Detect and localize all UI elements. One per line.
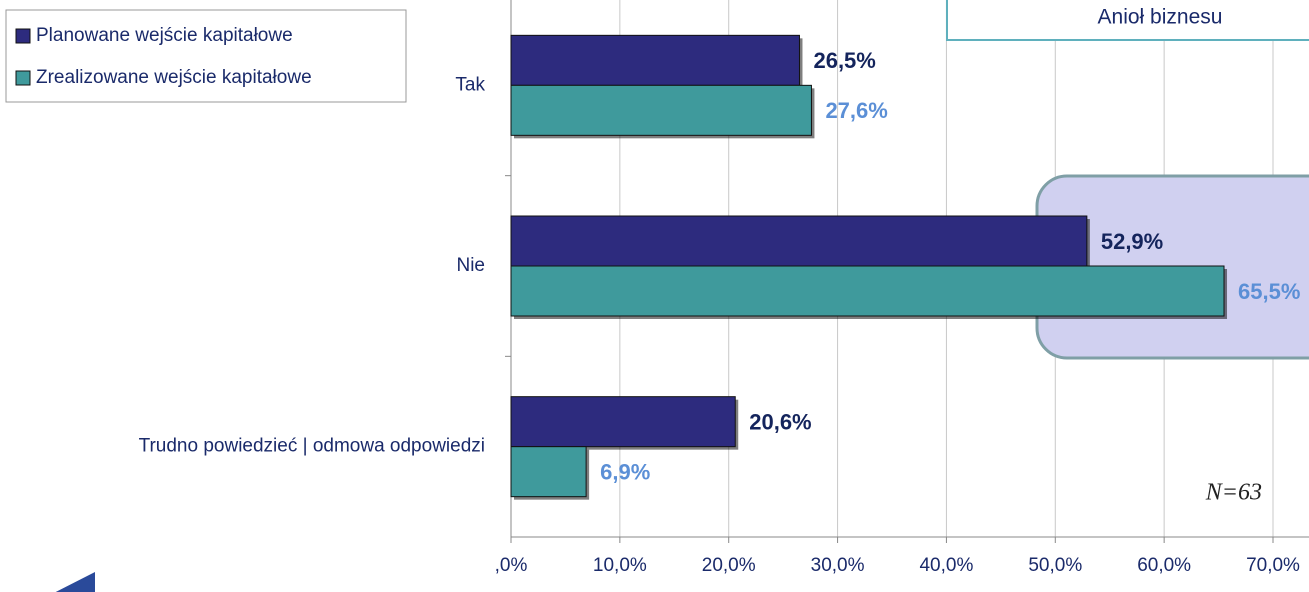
bar	[510, 446, 587, 498]
x-tick-label: 40,0%	[919, 555, 973, 576]
y-tick-label: Nie	[456, 255, 485, 276]
bar	[510, 34, 800, 86]
bar	[510, 265, 1225, 317]
data-label: 26,5%	[813, 48, 875, 73]
data-label: 65,5%	[1238, 279, 1300, 304]
x-tick-label: ,0%	[495, 555, 528, 576]
legend-label: Zrealizowane wejście kapitałowe	[36, 67, 312, 88]
x-tick-label: 60,0%	[1137, 555, 1191, 576]
bar	[510, 84, 812, 136]
data-label: 27,6%	[825, 98, 887, 123]
y-tick-label: Trudno powiedzieć | odmowa odpowiedzi	[139, 436, 485, 457]
x-tick-label: 30,0%	[811, 555, 865, 576]
legend-swatch	[15, 28, 31, 44]
x-tick-label: 10,0%	[593, 555, 647, 576]
bar	[510, 396, 736, 448]
legend-label: Planowane wejście kapitałowe	[36, 25, 293, 46]
x-tick-label: 20,0%	[702, 555, 756, 576]
annotation-box	[946, 0, 1309, 41]
data-label: 52,9%	[1101, 229, 1163, 254]
data-label: 6,9%	[600, 459, 650, 484]
y-tick-label: Tak	[455, 74, 485, 95]
legend	[5, 9, 407, 103]
x-tick-label: 50,0%	[1028, 555, 1082, 576]
annotation: N=63	[1205, 480, 1262, 506]
legend-swatch	[15, 70, 31, 86]
data-label: 20,6%	[749, 409, 811, 434]
bar	[510, 215, 1088, 267]
x-tick-label: 70,0%	[1246, 555, 1300, 576]
annotation: Anioł biznesu	[1098, 6, 1223, 29]
logo	[55, 572, 95, 592]
